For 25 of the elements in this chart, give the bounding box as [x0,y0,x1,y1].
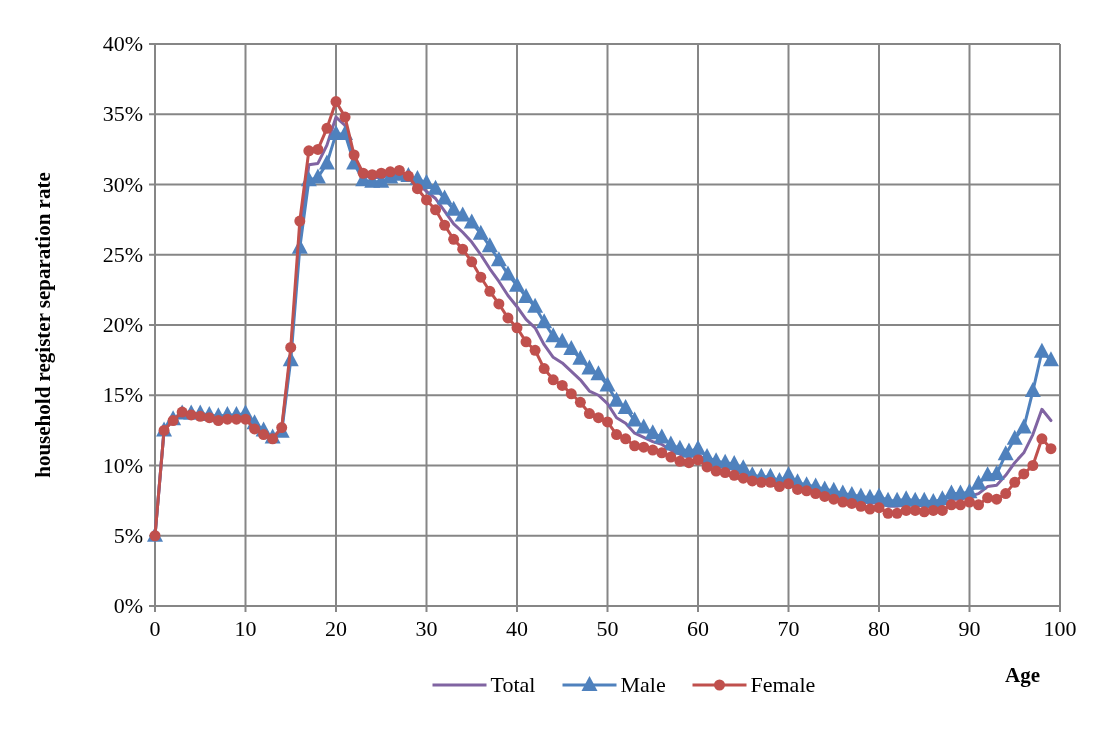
y-tick-label: 40% [102,31,143,56]
x-tick-label: 70 [777,616,800,641]
y-tick-label: 35% [102,101,143,127]
x-tick-label: 20 [325,616,347,641]
legend-label: Female [750,672,816,697]
x-tick-label: 0 [149,616,161,641]
y-axis-title: household register separation rate [31,172,55,478]
x-tick-label: 60 [687,616,709,641]
legend-label: Total [490,672,536,697]
x-axis-title: Age [1005,663,1040,687]
x-tick-label: 100 [1043,616,1077,641]
y-tick-label: 30% [102,171,143,197]
y-tick-label: 20% [102,312,143,337]
y-tick-label: 5% [113,522,143,548]
y-tick-label: 0% [113,593,143,618]
x-tick-label: 80 [868,616,890,641]
y-tick-label: 15% [102,382,143,408]
x-tick-label: 40 [506,616,528,641]
x-tick-label: 90 [958,616,981,641]
x-tick-label: 30 [415,616,438,641]
y-tick-label: 25% [102,241,143,267]
x-tick-label: 50 [596,616,619,641]
x-tick-label: 10 [234,616,257,641]
legend-label: Male [620,672,666,697]
y-tick-label: 10% [102,452,143,478]
